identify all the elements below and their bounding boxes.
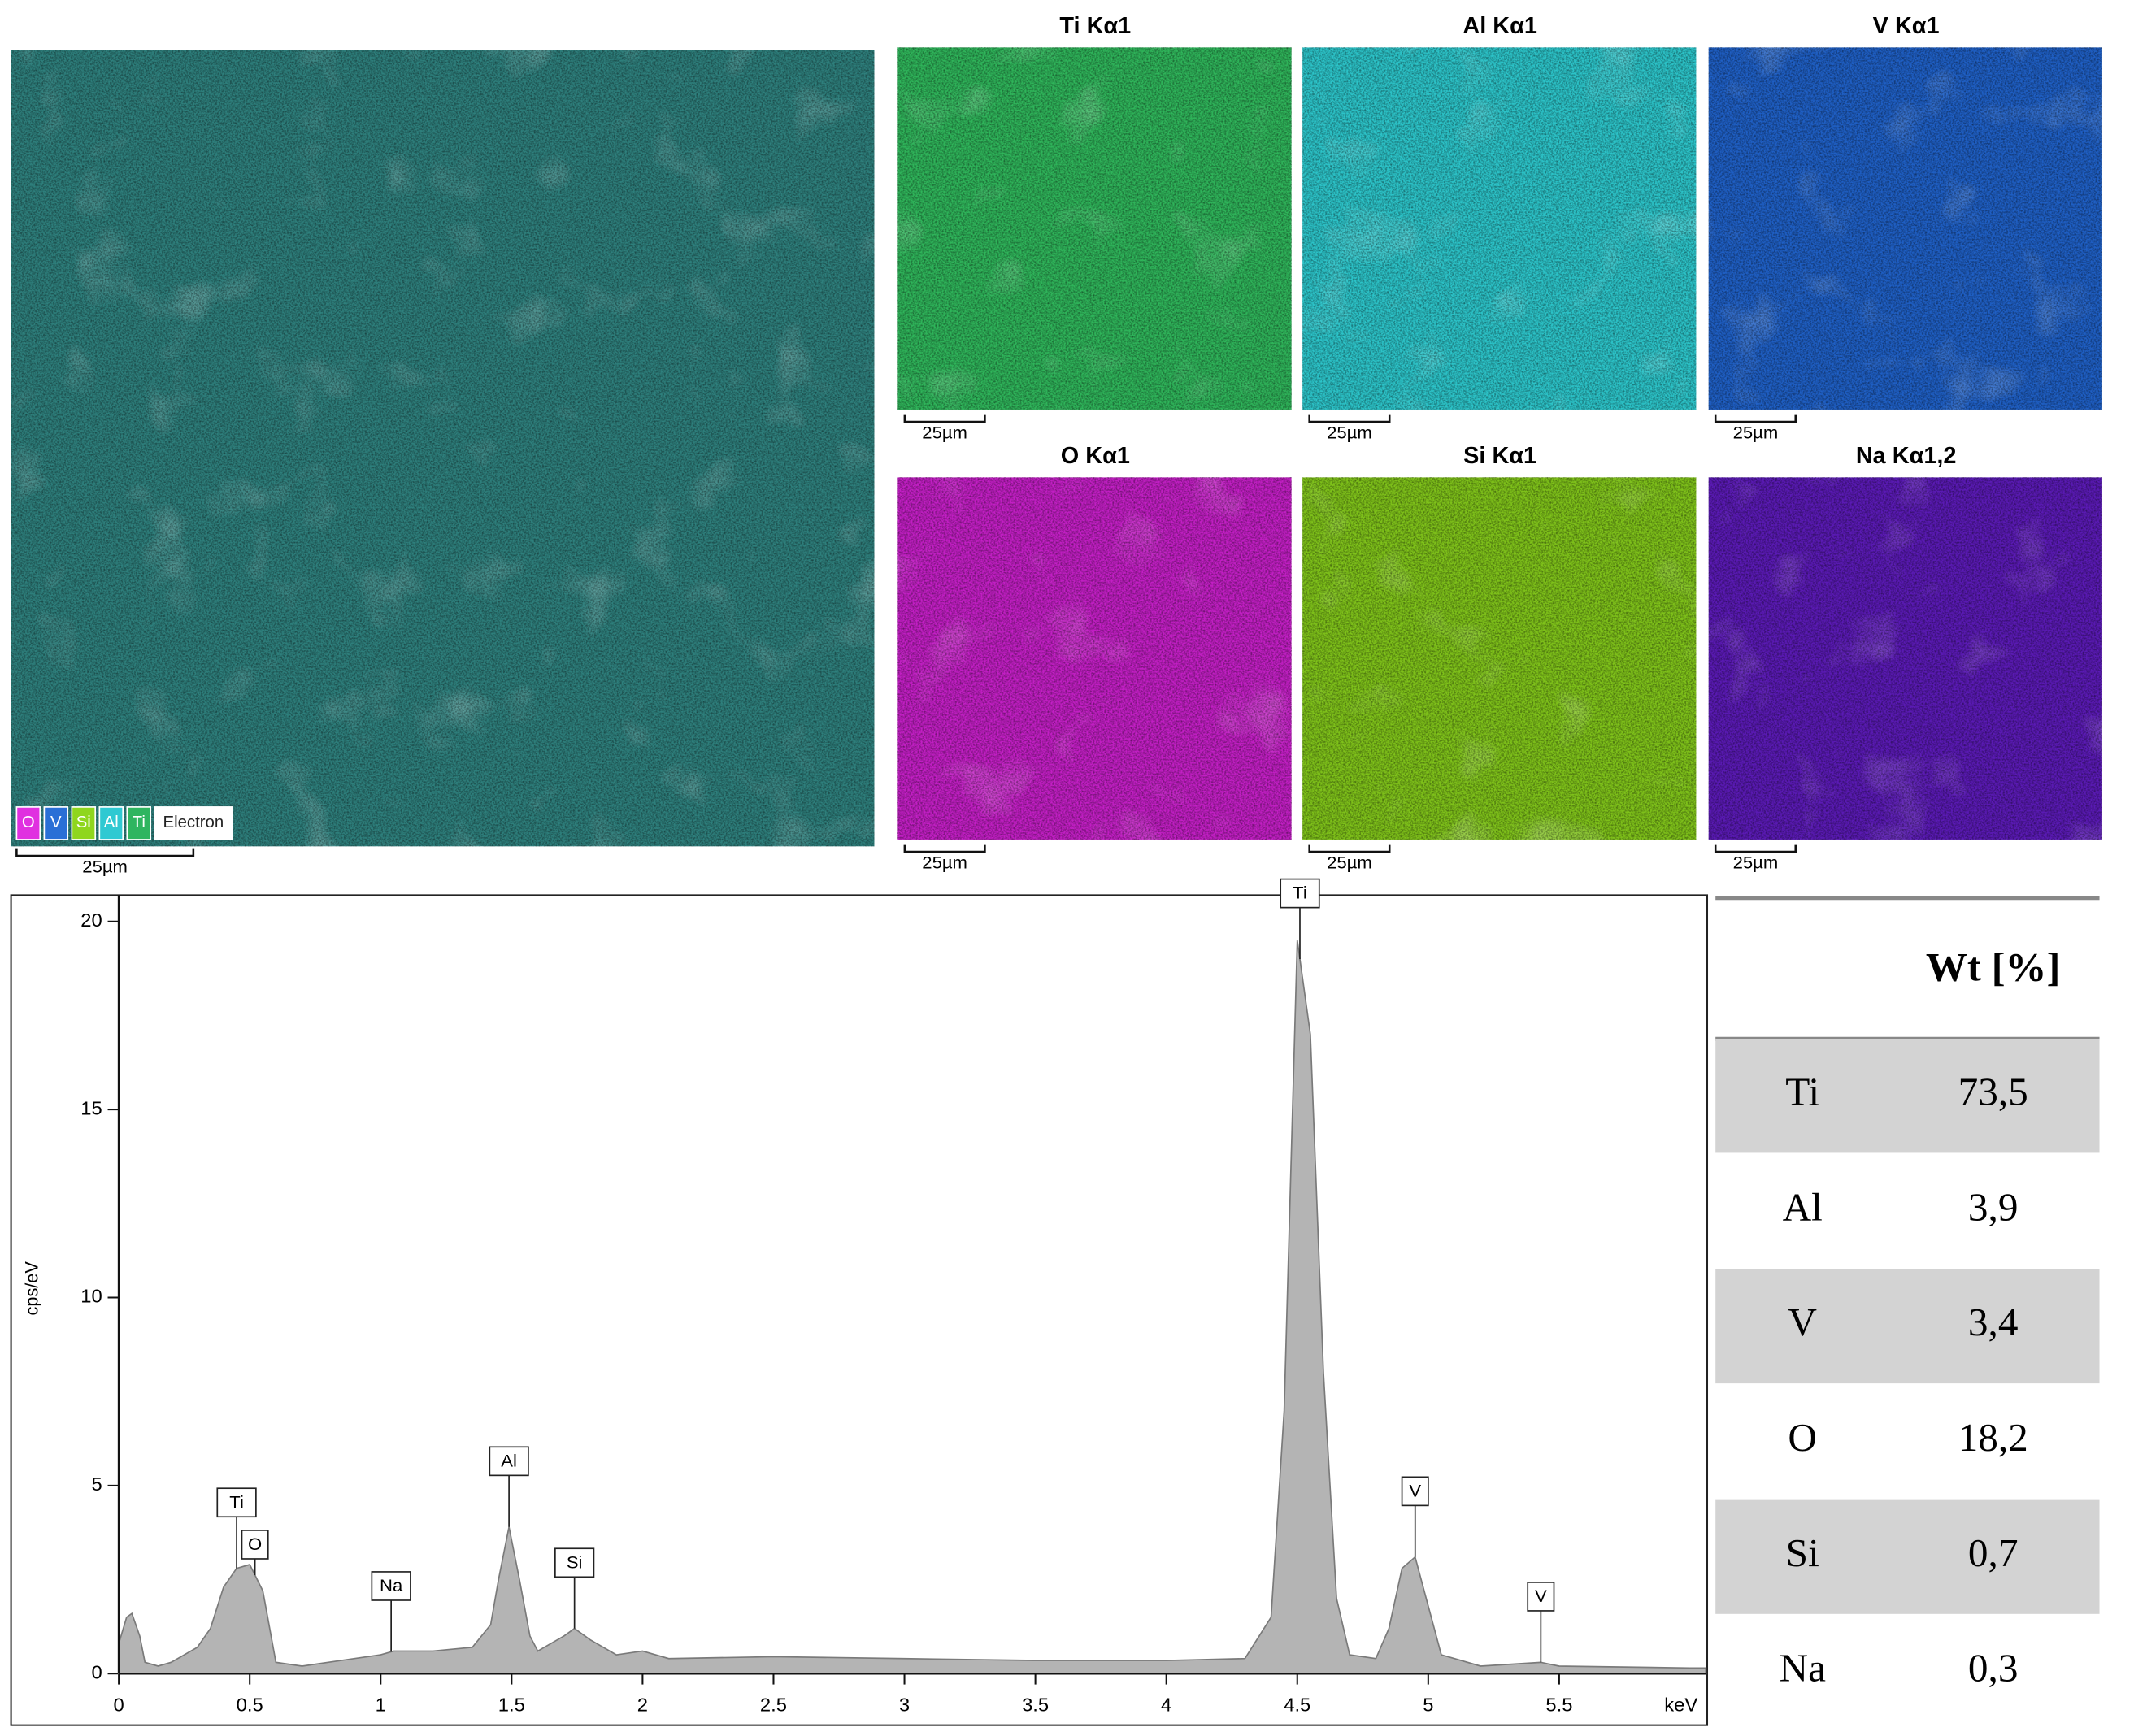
legend-swatch bbox=[43, 806, 69, 840]
spectrum-frame bbox=[10, 894, 1709, 1726]
map-title: Na Kα1,2 bbox=[1856, 443, 1957, 469]
peak-label: Si bbox=[567, 1552, 583, 1573]
table-cell: O bbox=[1788, 1415, 1817, 1460]
map-texture bbox=[1708, 477, 2102, 840]
map-title: V Kα1 bbox=[1873, 13, 1940, 39]
x-tick-label: 2.5 bbox=[760, 1695, 787, 1716]
peak-label: Al bbox=[501, 1451, 517, 1471]
scale-label: 25µm bbox=[1733, 423, 1779, 443]
table-cell: Al bbox=[1783, 1185, 1823, 1230]
x-tick-label: 4 bbox=[1161, 1695, 1171, 1716]
map-texture bbox=[897, 47, 1292, 410]
map-title: O Kα1 bbox=[1061, 443, 1130, 469]
table-cell: V bbox=[1788, 1300, 1817, 1345]
scale-bar bbox=[903, 414, 986, 423]
peak-label-box bbox=[216, 1487, 257, 1518]
map-title: Si Kα1 bbox=[1463, 443, 1536, 469]
scale-label: 25µm bbox=[1327, 853, 1372, 873]
map-texture bbox=[1302, 477, 1697, 840]
x-tick-label: 1 bbox=[376, 1695, 386, 1716]
spectrum-area bbox=[118, 940, 1707, 1675]
map-texture bbox=[1302, 47, 1697, 410]
y-tick-label: 15 bbox=[80, 1097, 102, 1118]
peak-label-box bbox=[1527, 1582, 1555, 1612]
scale-label: 25µm bbox=[1327, 423, 1372, 443]
legend-swatch bbox=[15, 806, 41, 840]
scale-label: 25µm bbox=[1733, 853, 1779, 873]
scale-label: 25µm bbox=[82, 857, 128, 877]
table-cell: Si bbox=[1786, 1530, 1819, 1575]
legend-swatch bbox=[98, 806, 124, 840]
x-tick-label: 2 bbox=[637, 1695, 648, 1716]
legend-label: O bbox=[22, 814, 35, 831]
peak-label: Ti bbox=[1293, 883, 1307, 903]
map-title: Ti Kα1 bbox=[1059, 13, 1131, 39]
legend-label: Al bbox=[104, 814, 119, 831]
y-tick-label: 0 bbox=[92, 1662, 102, 1683]
table-header: Wt [%] bbox=[1926, 944, 2061, 989]
y-axis-label: cps/eV bbox=[21, 1261, 41, 1316]
peak-label: Na bbox=[380, 1575, 403, 1595]
legend-swatch bbox=[126, 806, 152, 840]
x-tick-label: 0.5 bbox=[237, 1695, 263, 1716]
table-cell: Ti bbox=[1785, 1070, 1819, 1114]
legend-label: V bbox=[50, 814, 62, 831]
peak-label: O bbox=[248, 1534, 262, 1554]
scale-bar bbox=[1308, 844, 1391, 853]
table-cell: Na bbox=[1780, 1646, 1826, 1690]
map-texture bbox=[11, 50, 875, 847]
scale-bar bbox=[15, 848, 195, 857]
scale-bar bbox=[903, 844, 986, 853]
peak-label: V bbox=[1409, 1481, 1421, 1501]
legend-label: Si bbox=[76, 814, 91, 831]
map-texture bbox=[897, 477, 1292, 840]
table-cell: 0,3 bbox=[1968, 1646, 2019, 1690]
scale-bar bbox=[1714, 414, 1797, 423]
scale-bar bbox=[1308, 414, 1391, 423]
y-tick-label: 10 bbox=[80, 1286, 102, 1307]
table-cell: 0,7 bbox=[1968, 1530, 2019, 1575]
scale-label: 25µm bbox=[922, 423, 967, 443]
table-row-shade bbox=[1715, 1269, 2100, 1384]
x-axis-unit: keV bbox=[1664, 1695, 1697, 1716]
x-tick-label: 3 bbox=[899, 1695, 910, 1716]
y-tick-label: 5 bbox=[92, 1473, 102, 1495]
peak-label-box bbox=[241, 1530, 269, 1560]
x-tick-label: 5 bbox=[1423, 1695, 1433, 1716]
legend-label: Ti bbox=[133, 814, 146, 831]
legend-label: Electron bbox=[163, 814, 224, 831]
x-tick-label: 4.5 bbox=[1284, 1695, 1310, 1716]
peak-label-box bbox=[371, 1571, 411, 1601]
x-tick-label: 1.5 bbox=[498, 1695, 525, 1716]
peak-label-box bbox=[554, 1547, 595, 1578]
scale-bar bbox=[1714, 844, 1797, 853]
x-tick-label: 0 bbox=[114, 1695, 124, 1716]
table-cell: 73,5 bbox=[1958, 1070, 2028, 1114]
y-tick-label: 20 bbox=[80, 909, 102, 931]
table-cell: 18,2 bbox=[1958, 1415, 2028, 1460]
peak-label-box bbox=[1280, 878, 1320, 909]
x-tick-label: 3.5 bbox=[1022, 1695, 1049, 1716]
table-cell: 3,9 bbox=[1968, 1185, 2019, 1230]
peak-label: Ti bbox=[229, 1491, 244, 1512]
table-row-shade bbox=[1715, 1499, 2100, 1614]
peak-label-box bbox=[489, 1446, 529, 1477]
legend-swatch bbox=[154, 806, 233, 840]
legend-swatch bbox=[71, 806, 97, 840]
table-cell: 3,4 bbox=[1968, 1300, 2019, 1345]
x-tick-label: 5.5 bbox=[1545, 1695, 1572, 1716]
peak-label-box bbox=[1401, 1476, 1429, 1507]
map-texture bbox=[1708, 47, 2102, 410]
peak-label: V bbox=[1535, 1586, 1547, 1606]
table-row-shade bbox=[1715, 1039, 2100, 1153]
map-title: Al Kα1 bbox=[1463, 13, 1537, 39]
scale-label: 25µm bbox=[922, 853, 967, 873]
